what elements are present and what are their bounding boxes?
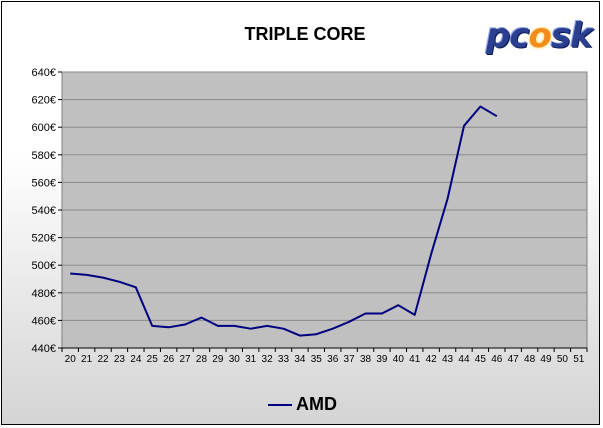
y-tick-label: 640€ (32, 67, 56, 79)
x-tick-label: 29 (212, 354, 224, 365)
x-tick-label: 50 (557, 354, 569, 365)
x-tick-label: 51 (573, 354, 585, 365)
x-tick-label: 20 (65, 354, 77, 365)
x-tick-label: 26 (163, 354, 175, 365)
x-tick-label: 22 (97, 354, 109, 365)
x-tick-label: 25 (147, 354, 159, 365)
x-tick-label: 43 (442, 354, 454, 365)
x-axis-ticks: 20 21 22 23 24 25 26 27 28 29 30 31 32 33 34 35 36 37 38 39… (61, 347, 588, 365)
x-tick-label: 42 (426, 354, 438, 365)
x-tick-label: 48 (524, 354, 536, 365)
x-tick-label: 39 (376, 354, 388, 365)
x-tick-label: 49 (540, 354, 552, 365)
x-tick-label: 44 (458, 354, 470, 365)
y-axis-ticks: 440€ 460€ 480€ 500€ 520€ 540€ 560€ 580€ 600€ 620€… (32, 67, 62, 355)
y-tick-label: 540€ (32, 205, 56, 217)
x-tick-label: 46 (491, 354, 503, 365)
x-tick-label: 40 (393, 354, 405, 365)
chart-title: TRIPLE CORE (244, 24, 366, 44)
y-tick-label: 520€ (32, 233, 56, 245)
pcosk-logo: pcosk (486, 16, 593, 56)
legend: AMD (268, 394, 337, 415)
x-tick-label: 41 (409, 354, 421, 365)
y-tick-label: 460€ (32, 315, 56, 327)
x-tick-label: 28 (196, 354, 208, 365)
legend-swatch-amd (268, 403, 292, 406)
y-tick-label: 480€ (32, 288, 56, 300)
flame-icon: o (528, 16, 552, 56)
x-tick-label: 21 (81, 354, 93, 365)
x-tick-label: 33 (278, 354, 290, 365)
y-tick-label: 580€ (32, 150, 56, 162)
x-tick-label: 38 (360, 354, 372, 365)
x-tick-label: 23 (114, 354, 126, 365)
x-tick-label: 36 (327, 354, 339, 365)
legend-label-amd: AMD (296, 394, 337, 414)
x-tick-label: 34 (294, 354, 306, 365)
x-tick-label: 24 (130, 354, 142, 365)
x-tick-label: 47 (508, 354, 520, 365)
x-tick-label: 32 (262, 354, 274, 365)
y-tick-label: 600€ (32, 122, 56, 134)
series-layer (70, 105, 498, 337)
x-tick-label: 31 (245, 354, 257, 365)
y-tick-label: 560€ (32, 177, 56, 189)
y-tick-label: 440€ (32, 343, 56, 355)
x-tick-label: 45 (475, 354, 487, 365)
x-tick-label: 37 (344, 354, 356, 365)
x-tick-label: 35 (311, 354, 323, 365)
x-tick-label: 30 (229, 354, 241, 365)
x-tick-label: 27 (179, 354, 191, 365)
y-tick-label: 500€ (32, 260, 56, 272)
y-tick-label: 620€ (32, 95, 56, 107)
